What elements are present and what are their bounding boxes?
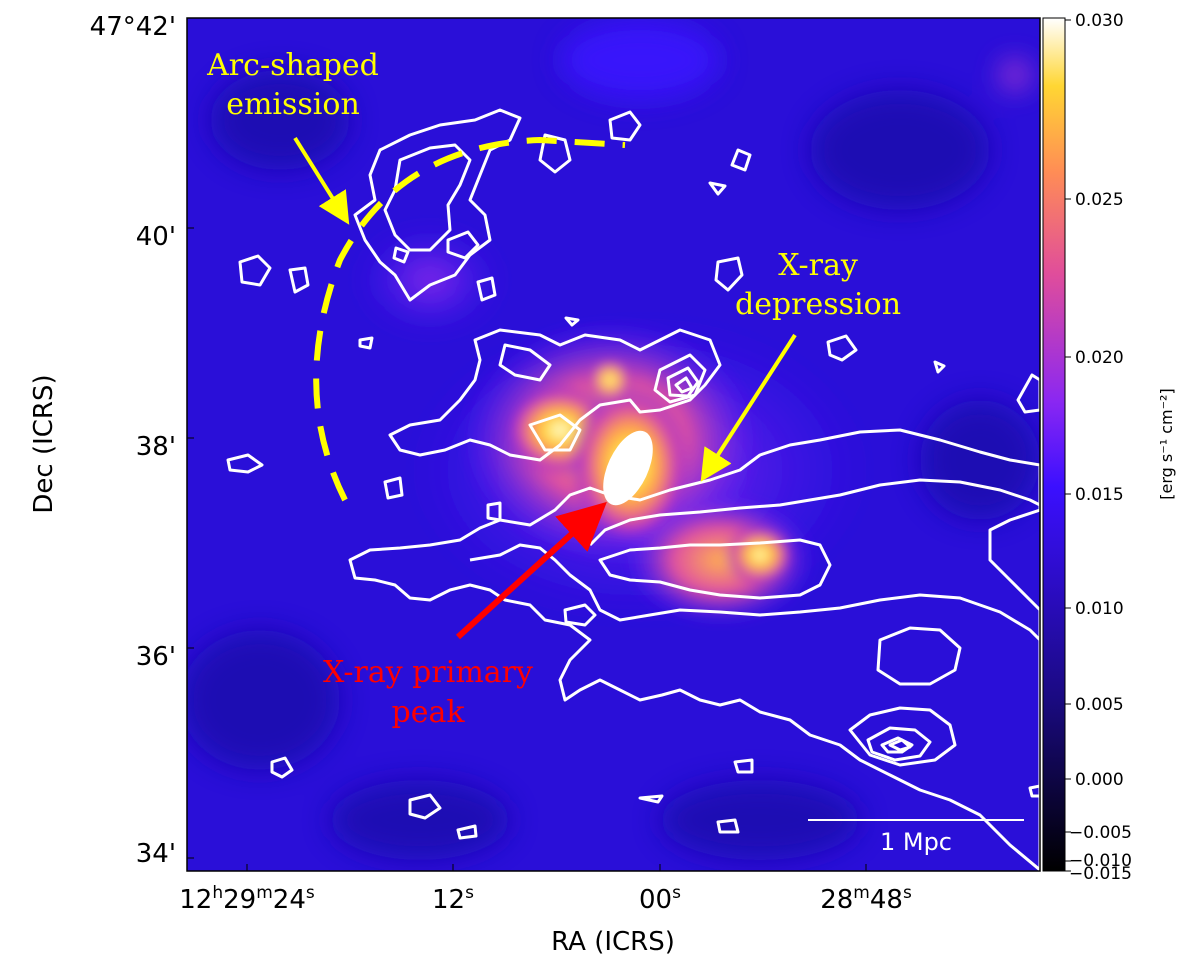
colorbar-tick-label: 0.020 xyxy=(1075,348,1124,368)
colorbar-tick-label: 0.000 xyxy=(1075,770,1124,790)
xray-image-panel: Arc-shaped emission X-ray depression X-r… xyxy=(187,18,1040,871)
colorbar-tick-label: 0.010 xyxy=(1075,599,1124,619)
colorbar-title: [erg s⁻¹ cm⁻²] xyxy=(1157,388,1176,499)
depression-annotation-line2: depression xyxy=(735,287,901,322)
depression-arrow xyxy=(700,333,797,482)
y-tick-label: 36' xyxy=(136,642,176,672)
colorbar-ticks xyxy=(1065,19,1071,872)
arc-annotation-line1: Arc-shaped xyxy=(206,48,379,83)
colorbar-tick-label: −0.015 xyxy=(1069,864,1132,884)
arc-arrow xyxy=(293,136,350,225)
x-axis-title: RA (ICRS) xyxy=(551,927,675,957)
y-tick-label: 40' xyxy=(136,222,176,252)
y-axis: 47°42' 40' 38' 36' 34' Dec (ICRS) xyxy=(29,12,194,869)
colorbar-gradient xyxy=(1042,17,1066,872)
scale-bar-label: 1 Mpc xyxy=(880,828,952,856)
peak-annotation-line1: X-ray primary xyxy=(323,655,533,690)
colorbar: 0.030 0.025 0.020 0.015 0.010 0.005 0.00… xyxy=(1042,11,1176,884)
x-axis: 12h29m24s 12s 00s 28m48s RA (ICRS) xyxy=(179,864,912,957)
x-tick-label: 28m48s xyxy=(820,883,912,915)
y-axis-title: Dec (ICRS) xyxy=(29,374,59,513)
x-tick-label: 12h29m24s xyxy=(179,883,315,915)
colorbar-tick-label: 0.030 xyxy=(1075,11,1124,31)
map-frame xyxy=(186,17,1041,872)
x-tick-label: 12s xyxy=(432,883,474,915)
arc-dashed-outline xyxy=(313,136,626,502)
colorbar-tick-label: 0.025 xyxy=(1075,190,1124,210)
y-tick-label: 38' xyxy=(136,432,176,462)
radio-contours xyxy=(226,108,1040,871)
y-tick-label: 47°42' xyxy=(90,12,176,42)
colorbar-tick-label: 0.015 xyxy=(1075,485,1124,505)
x-tick-label: 00s xyxy=(639,883,681,915)
peak-annotation-line2: peak xyxy=(391,695,465,730)
depression-annotation-line1: X-ray xyxy=(778,248,858,283)
colorbar-tick-label: −0.005 xyxy=(1069,823,1132,843)
colorbar-tick-label: −0.010 xyxy=(1069,851,1132,871)
colorbar-tick-label: 0.005 xyxy=(1075,695,1124,715)
peak-arrow xyxy=(455,501,607,640)
y-tick-label: 34' xyxy=(136,839,176,869)
arc-annotation-line2: emission xyxy=(226,87,360,122)
